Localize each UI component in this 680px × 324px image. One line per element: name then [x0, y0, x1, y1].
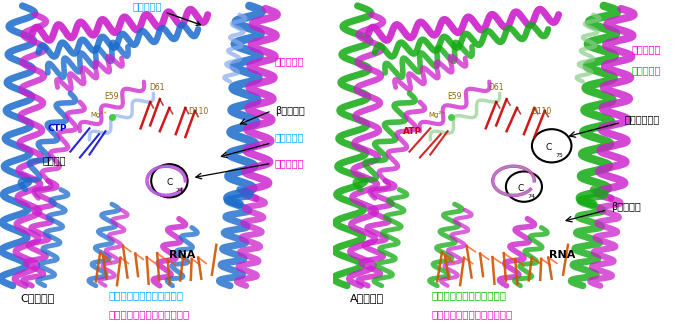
Text: ２番目のＣが付加される瞬間: ２番目のＣが付加される瞬間: [109, 309, 190, 319]
Text: ３番目のＡが付加される瞬間: ３番目のＡが付加される瞬間: [432, 309, 513, 319]
Text: RNA: RNA: [549, 250, 575, 260]
Text: Mg²⁺: Mg²⁺: [90, 110, 107, 118]
Text: A付加反応: A付加反応: [350, 293, 384, 303]
Text: 74: 74: [175, 188, 184, 193]
Text: D61: D61: [488, 83, 504, 92]
Text: 閉じた構造: 閉じた構造: [275, 158, 304, 168]
Text: β－ターン: β－ターン: [611, 202, 641, 212]
Text: E59: E59: [105, 92, 119, 101]
Text: C: C: [517, 184, 524, 193]
Text: 反転する: 反転する: [43, 155, 66, 165]
Text: D61: D61: [149, 83, 165, 92]
Text: C付加反応: C付加反応: [20, 293, 54, 303]
Text: E59: E59: [447, 92, 462, 101]
Text: 閉じた構造: 閉じた構造: [632, 65, 661, 75]
Text: D110: D110: [188, 107, 208, 116]
Text: 74: 74: [528, 194, 535, 199]
Text: CTP: CTP: [48, 124, 67, 133]
Text: 75: 75: [555, 153, 563, 158]
Text: 開いた構造: 開いた構造: [275, 132, 304, 142]
Text: ３番目のＡが付加される前: ３番目のＡが付加される前: [432, 290, 507, 300]
Text: C: C: [545, 143, 551, 152]
Text: Mg²⁺: Mg²⁺: [428, 110, 446, 118]
Text: 閉じた構造: 閉じた構造: [632, 44, 661, 54]
Text: ATP: ATP: [403, 127, 422, 136]
Text: β－ターン: β－ターン: [275, 106, 305, 116]
Text: 反転したまま: 反転したまま: [624, 114, 660, 124]
Text: C: C: [167, 178, 173, 187]
Text: 開いた構造: 開いた構造: [133, 1, 201, 25]
Text: ２番目のＣが付加される前: ２番目のＣが付加される前: [109, 290, 184, 300]
Text: RNA: RNA: [169, 250, 195, 260]
Text: 閉じた構造: 閉じた構造: [275, 56, 304, 66]
Text: D110: D110: [531, 107, 551, 116]
